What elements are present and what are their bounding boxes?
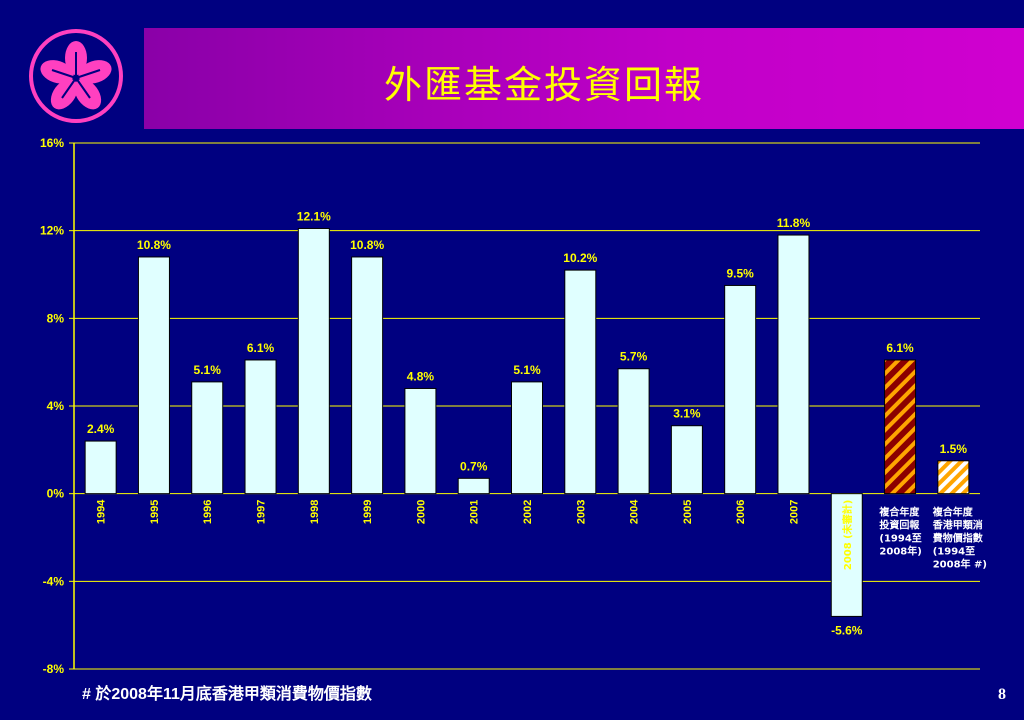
- bar-10: [617, 368, 650, 495]
- bar-8: [511, 381, 543, 495]
- data-label: 12.1%: [297, 209, 331, 223]
- bar-15: [884, 359, 917, 495]
- title-banner: 外匯基金投資回報: [144, 28, 1024, 129]
- data-label: 6.1%: [247, 341, 275, 355]
- bar-6: [404, 387, 437, 495]
- x-tick-label-line: 複合年度: [932, 506, 974, 519]
- data-label: 5.1%: [194, 363, 222, 377]
- y-tick-label: 0%: [47, 487, 65, 501]
- data-label: 4.8%: [407, 369, 435, 383]
- data-label: 11.8%: [777, 216, 811, 230]
- y-tick-label: -4%: [43, 574, 65, 588]
- footnote: # 於2008年11月底香港甲類消費物價指數: [82, 686, 372, 703]
- y-tick-label: 16%: [40, 136, 64, 150]
- bar-16: [937, 460, 970, 495]
- x-tick-label-line: 2008年): [879, 545, 921, 558]
- data-label: 10.8%: [137, 238, 171, 252]
- data-label: 9.5%: [726, 266, 754, 280]
- data-label: 5.1%: [513, 363, 541, 377]
- x-tick-label: 2003: [575, 500, 587, 524]
- page-number: 8: [998, 686, 1006, 703]
- x-tick-label-line: (1994至: [879, 533, 921, 545]
- data-label: 10.2%: [563, 251, 597, 265]
- x-tick-label-line: 2008年 #): [933, 558, 987, 571]
- x-tick-label: 1996: [202, 500, 214, 524]
- bar-9: [564, 269, 597, 495]
- x-tick-label: 1999: [362, 500, 374, 524]
- bar-4: [297, 227, 330, 495]
- data-label: 10.8%: [350, 238, 384, 252]
- bar-13: [777, 234, 810, 495]
- bar-0: [84, 440, 117, 495]
- data-label: 5.7%: [620, 350, 648, 364]
- x-tick-label-line: (1994至: [933, 546, 975, 558]
- returns-bar-chart: 16% 12% 8% 4% 0% -4% -8% 2.4% 1994 10.8% 1995 5.1%…: [40, 136, 987, 675]
- data-label: 0.7%: [460, 459, 488, 473]
- data-label: 2.4%: [87, 422, 115, 436]
- x-tick-label-line: 複合年度: [878, 506, 920, 519]
- x-tick-label: 1997: [256, 500, 268, 524]
- x-tick-label: 2001: [469, 500, 481, 524]
- page-title: 外匯基金投資回報: [383, 63, 704, 107]
- data-label: -5.6%: [831, 623, 863, 637]
- hksar-bauhinia-logo-icon: [29, 29, 123, 123]
- bar-12: [724, 284, 757, 495]
- x-tick-label: 2005: [682, 500, 694, 524]
- x-tick-label-line: 香港甲類消: [933, 519, 983, 532]
- x-tick-label: 1995: [149, 500, 161, 524]
- x-tick-label: 2007: [788, 500, 800, 524]
- y-tick-label: -8%: [43, 662, 65, 675]
- bar-14: [830, 493, 863, 617]
- x-tick-label: 2004: [629, 499, 641, 524]
- bar-5: [351, 256, 384, 495]
- bar-2: [191, 381, 224, 495]
- bar-11: [670, 425, 703, 495]
- y-tick-label: 4%: [47, 399, 65, 413]
- y-tick-label: 12%: [40, 224, 64, 238]
- data-label: 6.1%: [886, 341, 914, 355]
- data-label: 3.1%: [673, 407, 701, 421]
- x-tick-label-line: 投資回報: [879, 519, 920, 532]
- bar-1: [137, 256, 170, 495]
- x-tick-label: 2008 (未審計): [841, 500, 854, 570]
- x-tick-label: 1998: [309, 500, 321, 524]
- x-tick-label: 2006: [735, 500, 747, 524]
- y-tick-label: 8%: [47, 311, 65, 325]
- x-tick-label-line: 費物價指數: [933, 532, 983, 545]
- data-label: 1.5%: [940, 442, 968, 456]
- x-tick-label: 2002: [522, 500, 534, 524]
- bar-7: [457, 477, 490, 495]
- x-tick-label: 2000: [415, 500, 427, 524]
- bar-3: [244, 359, 277, 495]
- x-tick-label: 1994: [96, 499, 108, 524]
